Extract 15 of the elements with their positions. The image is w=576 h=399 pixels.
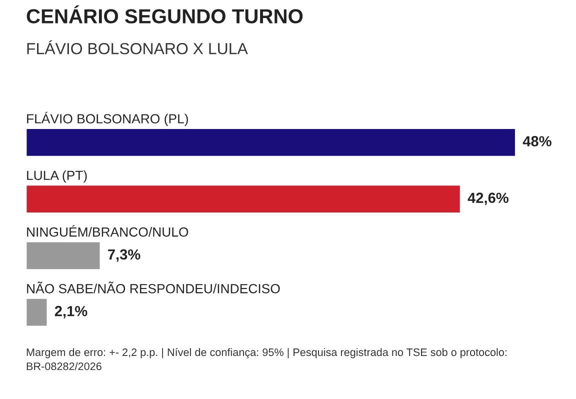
data-label: 48% — [522, 136, 552, 146]
y-tick-label: NÃO SABE/NÃO RESPONDEU/INDECISO — [27, 282, 280, 294]
bar — [26, 128, 516, 158]
data-label: 42,6% — [468, 192, 508, 206]
bar — [26, 240, 102, 271]
text: Margem de erro: +- 2,2 p.p. | Nível de confiança: 95% | Pesquisa registrada no TSE sob o protocolo: BR-08282/2026 — [26, 348, 506, 370]
bar — [26, 184, 462, 214]
bar — [26, 298, 48, 328]
y-tick-label: NINGUÉM/BRANCO/NULO — [27, 225, 188, 237]
y-tick-label: LULA (PT) — [27, 170, 87, 183]
chart-subtitle: FLÁVIO BOLSONARO X LULA — [27, 40, 248, 54]
chart-title: CENÁRIO SEGUNDO TURNO — [26, 5, 303, 24]
data-label: 2,1% — [54, 306, 88, 318]
y-tick-label: FLÁVIO BOLSONARO (PL) — [27, 112, 188, 126]
data-label: 7,3% — [108, 249, 140, 262]
